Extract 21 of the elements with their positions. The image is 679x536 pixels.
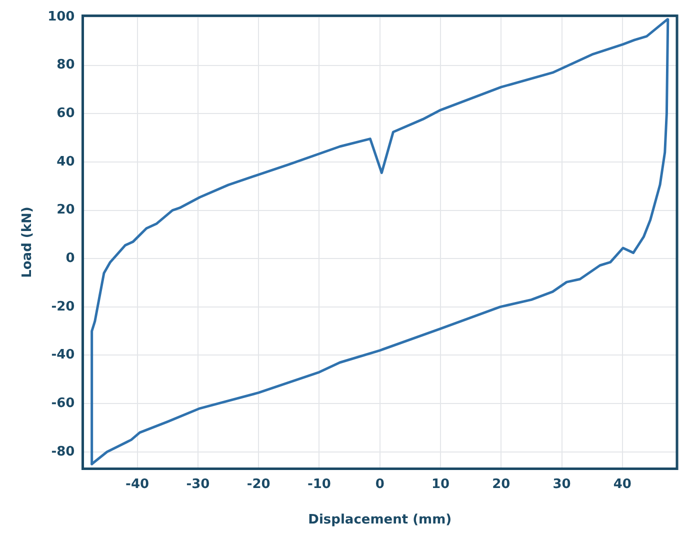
x-tick-label: 10 bbox=[431, 476, 450, 492]
y-tick-label: 100 bbox=[48, 9, 75, 24]
y-tick-label: -80 bbox=[51, 444, 75, 460]
x-axis-title: Displacement (mm) bbox=[308, 512, 452, 528]
x-tick-label: 30 bbox=[552, 476, 571, 492]
x-tick-label: 0 bbox=[375, 476, 384, 492]
y-axis-title: Load (kN) bbox=[20, 206, 36, 278]
y-tick-label: 20 bbox=[56, 202, 75, 218]
y-tick-label: 60 bbox=[56, 106, 75, 122]
y-tick-label: -60 bbox=[51, 396, 75, 411]
x-tick-label: -40 bbox=[126, 476, 150, 492]
y-tick-label: 0 bbox=[66, 250, 75, 266]
x-tick-label: 40 bbox=[613, 476, 632, 492]
x-tick-label: 20 bbox=[492, 476, 510, 492]
x-tick-label: -10 bbox=[307, 476, 331, 492]
x-tick-label: -30 bbox=[186, 476, 210, 492]
y-tick-label: 40 bbox=[56, 154, 75, 170]
y-tick-label: -40 bbox=[51, 348, 75, 363]
y-tick-label: -20 bbox=[51, 299, 75, 314]
y-tick-label: 80 bbox=[56, 58, 75, 73]
x-tick-label: -20 bbox=[246, 476, 270, 492]
